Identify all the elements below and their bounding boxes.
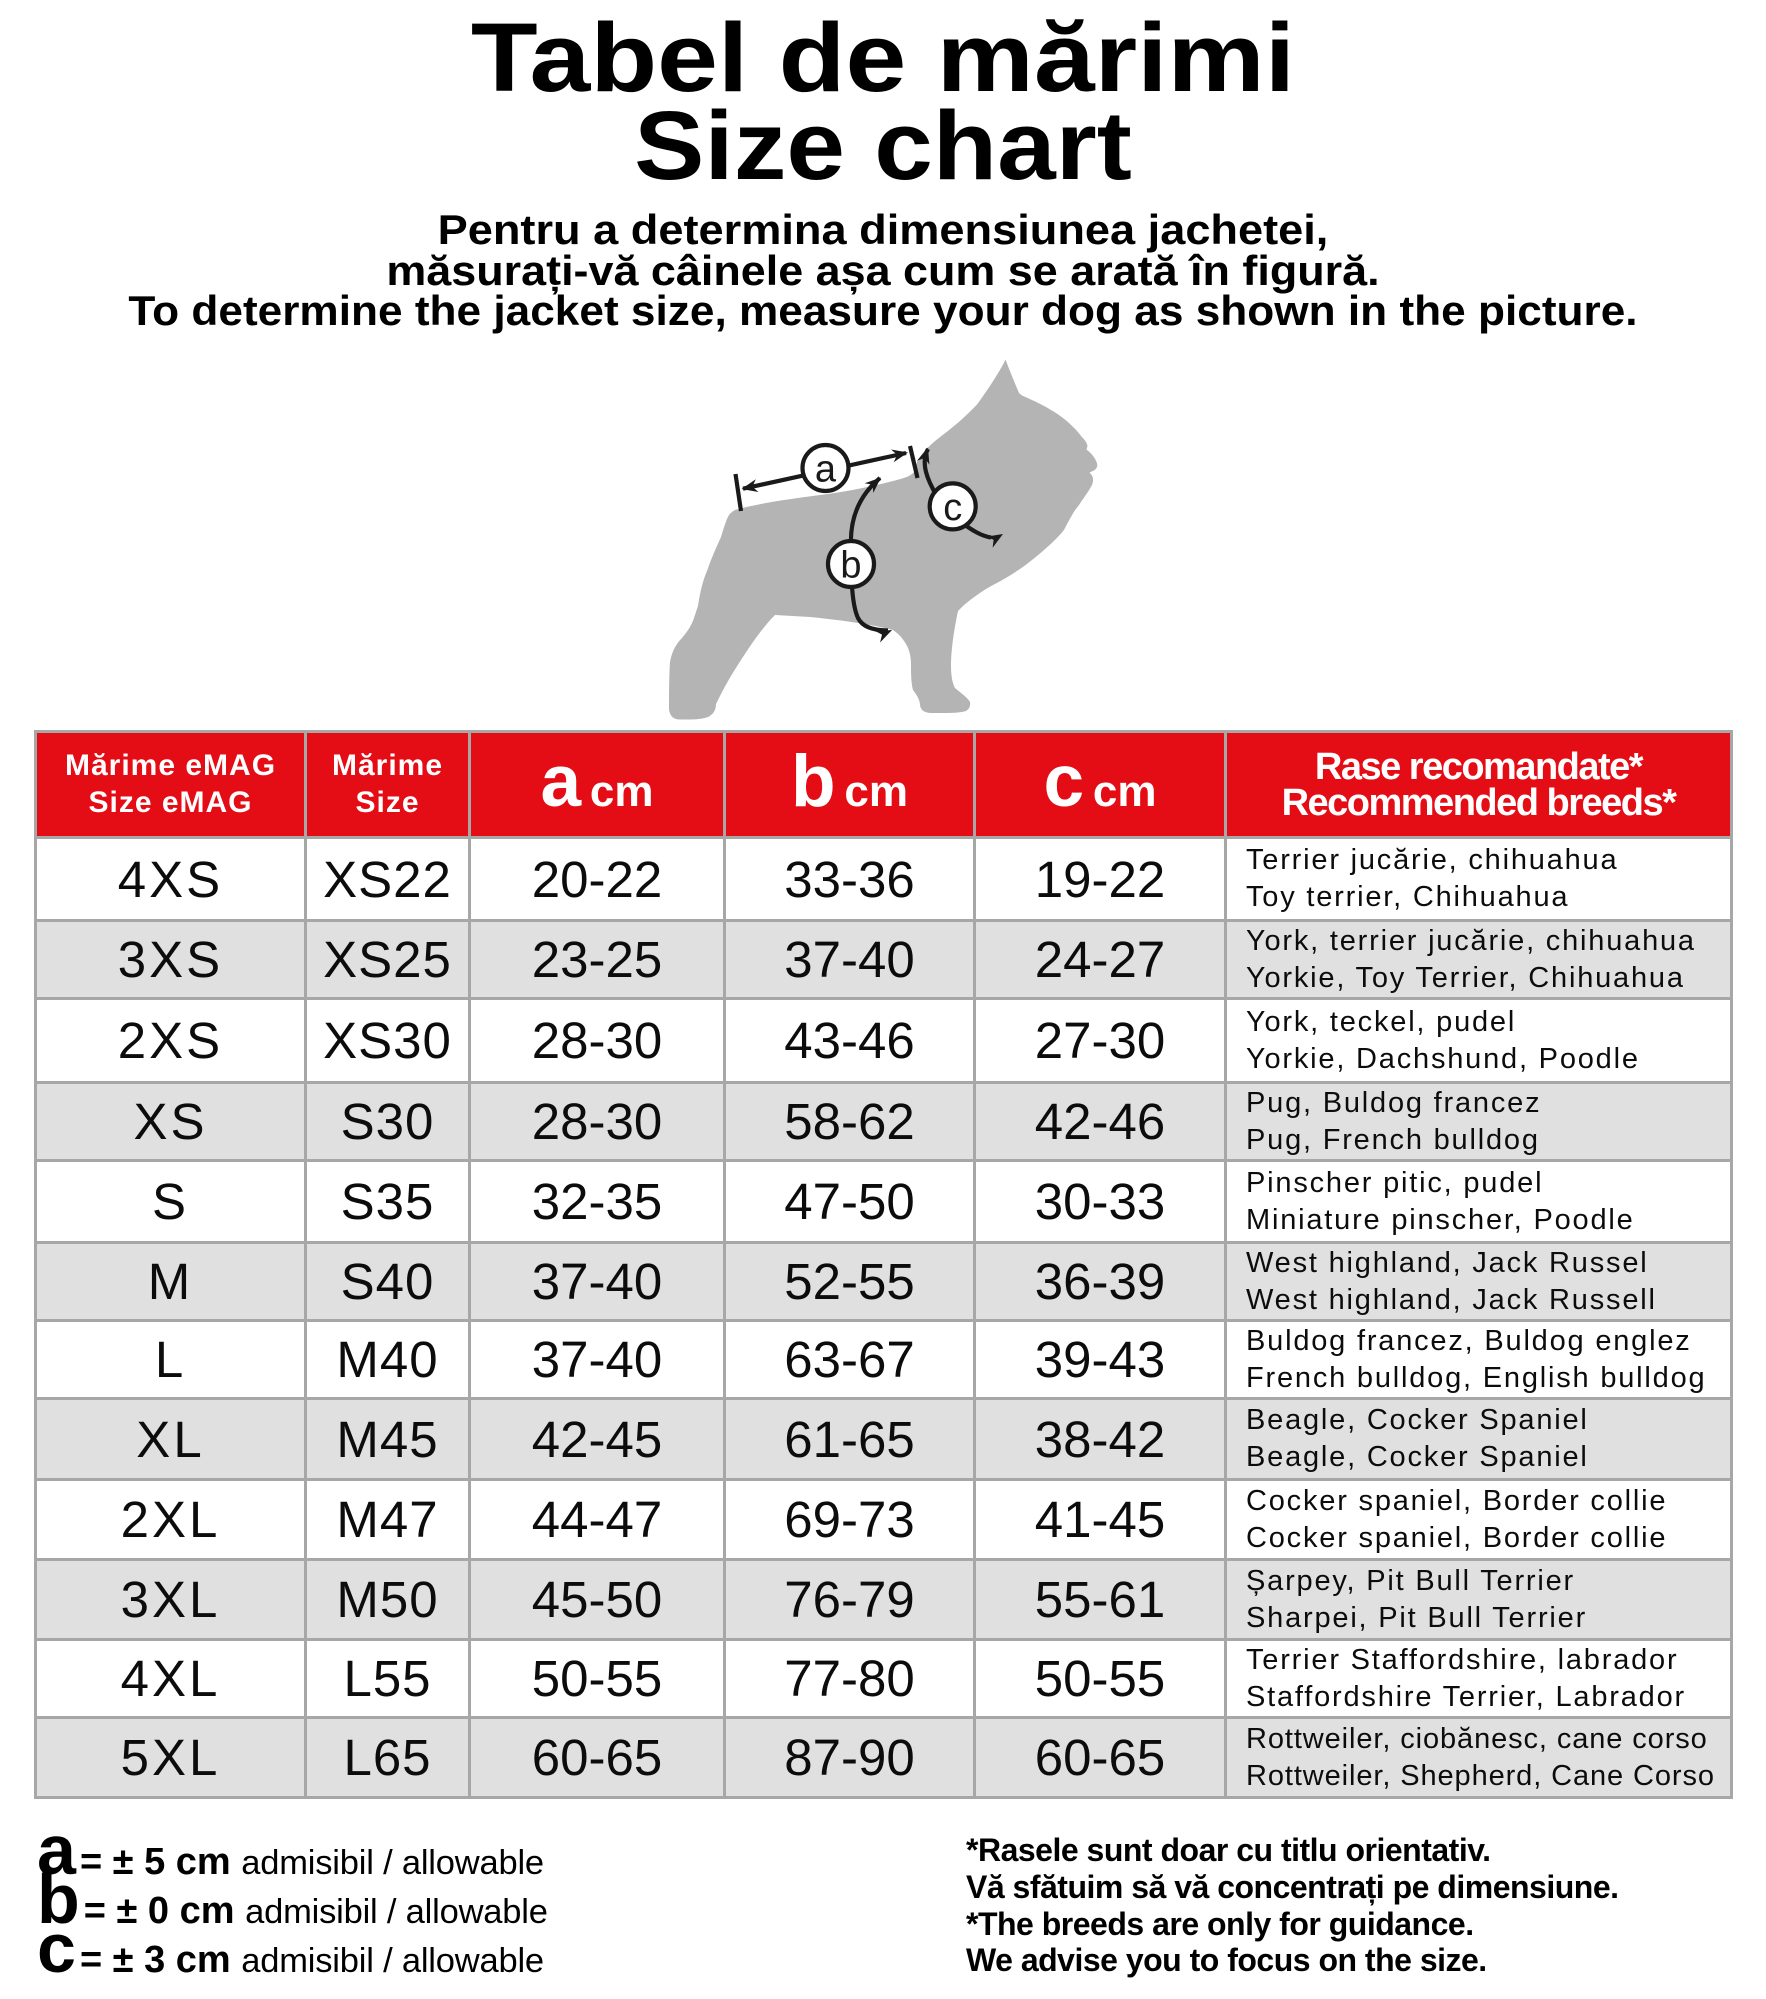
svg-text:b: b bbox=[840, 545, 861, 587]
svg-text:a: a bbox=[815, 449, 837, 491]
svg-text:c: c bbox=[943, 487, 962, 529]
